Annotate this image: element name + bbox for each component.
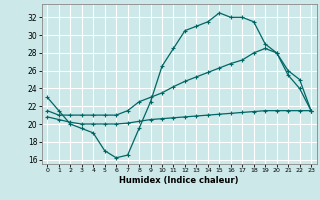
X-axis label: Humidex (Indice chaleur): Humidex (Indice chaleur)	[119, 176, 239, 185]
